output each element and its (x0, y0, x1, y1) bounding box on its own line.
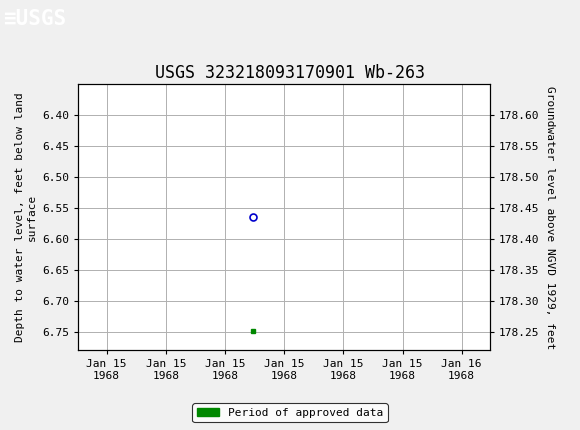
Text: ≡USGS: ≡USGS (3, 9, 66, 29)
Y-axis label: Depth to water level, feet below land
surface: Depth to water level, feet below land su… (15, 92, 37, 342)
Y-axis label: Groundwater level above NGVD 1929, feet: Groundwater level above NGVD 1929, feet (545, 86, 555, 349)
Text: USGS 323218093170901 Wb-263: USGS 323218093170901 Wb-263 (155, 64, 425, 83)
Legend: Period of approved data: Period of approved data (193, 403, 387, 422)
